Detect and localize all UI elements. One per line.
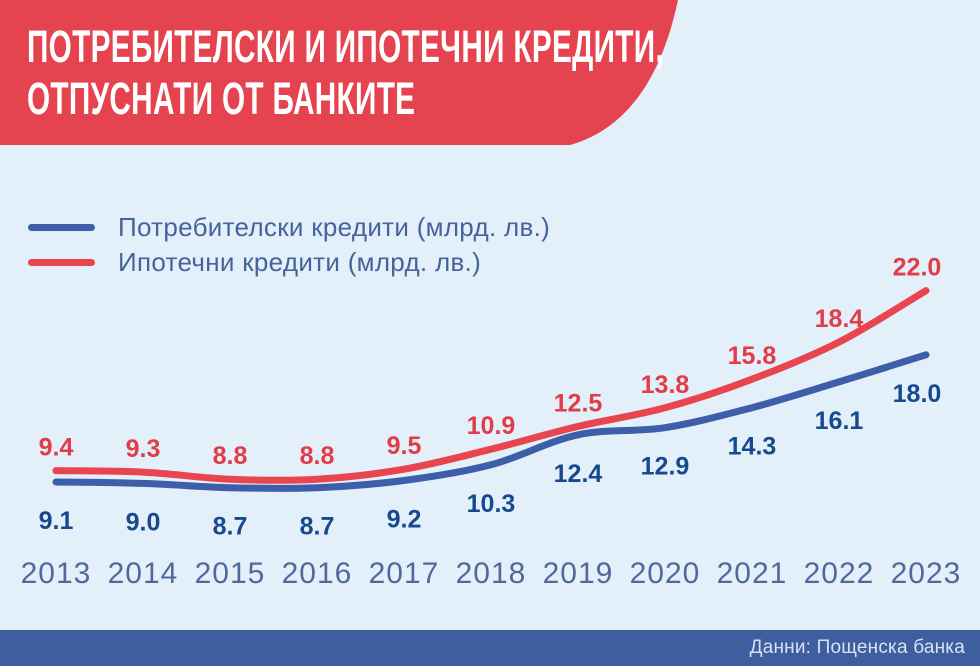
header-banner-shape [0,0,678,145]
value-label: 9.2 [387,506,422,534]
value-label: 8.7 [300,513,335,541]
value-label: 8.8 [213,442,248,470]
page-title: ПОТРЕБИТЕЛСКИ И ИПОТЕЧНИ КРЕДИТИ, ОТПУСН… [27,21,664,125]
value-label: 22.0 [893,254,942,282]
value-label: 13.8 [641,371,690,399]
page-title-line1: ПОТРЕБИТЕЛСКИ И ИПОТЕЧНИ КРЕДИТИ, [27,21,665,72]
mortgage-loans-swatch [28,258,95,266]
value-label: 14.3 [728,433,777,461]
mortgage-loans-label: Ипотечни кредити (млрд. лв.) [118,246,482,277]
year-label-2019: 2019 [543,557,614,590]
value-label: 15.8 [728,342,777,370]
mortgage-loans-line [52,287,930,484]
consumer-loans-swatch [28,223,95,231]
footer-bar: Данни: Пощенска банка [0,630,980,666]
value-label: 8.7 [213,513,248,541]
year-label-2016: 2016 [282,557,353,590]
value-label: 9.0 [126,508,161,536]
value-label: 16.1 [815,407,864,435]
value-label: 12.4 [554,460,603,488]
page-title-line2: ОТПУСНАТИ ОТ БАНКИТЕ [27,73,416,124]
year-label-2015: 2015 [195,557,266,590]
year-label-2017: 2017 [369,557,440,590]
value-label: 9.3 [126,435,161,463]
value-label: 9.1 [39,507,74,535]
year-label-2022: 2022 [804,557,875,590]
consumer-loans-label: Потребителски кредити (млрд. лв.) [118,211,551,242]
year-label-2023: 2023 [891,557,962,590]
value-label: 18.4 [815,305,864,333]
value-label: 8.8 [300,442,335,470]
value-label: 9.4 [39,434,74,462]
year-label-2013: 2013 [21,557,92,590]
value-label: 9.5 [387,432,422,460]
data-source-label: Данни: Пощенска банка [749,637,965,658]
value-label: 10.9 [467,412,516,440]
year-label-2020: 2020 [630,557,701,590]
year-label-2021: 2021 [717,557,788,590]
value-label: 10.3 [467,490,516,518]
legend-item-consumer-loans: Потребителски кредити (млрд. лв.) [28,211,551,242]
year-label-2018: 2018 [456,557,527,590]
consumer-loans-line [52,351,930,492]
legend-item-mortgage-loans: Ипотечни кредити (млрд. лв.) [28,246,482,277]
value-label: 12.9 [641,453,690,481]
year-label-2014: 2014 [108,557,179,590]
value-label: 12.5 [554,389,603,417]
value-label: 18.0 [893,380,942,408]
